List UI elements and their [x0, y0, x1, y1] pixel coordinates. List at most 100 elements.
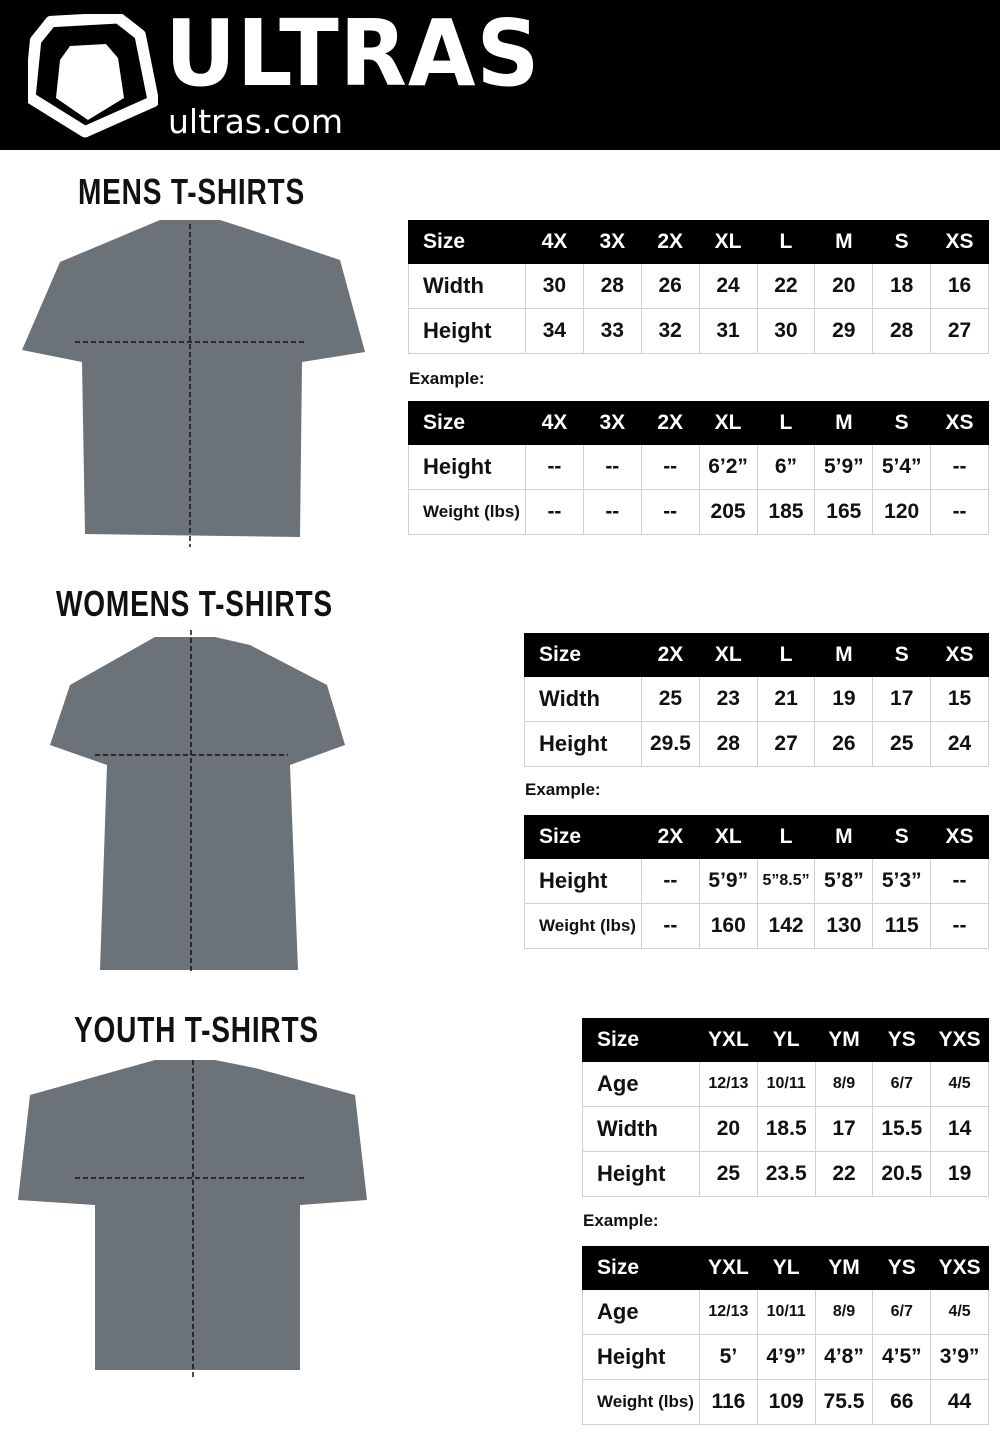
table-row: Weight (lbs) -- 160 142 130 115 -- [524, 903, 989, 949]
value-cell: 8/9 [814, 1289, 874, 1335]
value-cell: 29 [814, 308, 874, 354]
value-cell: 5’ [699, 1334, 758, 1380]
value-cell: -- [640, 444, 700, 490]
size-header-cell: S [872, 633, 932, 677]
size-header-cell: 4X [525, 220, 584, 264]
size-header-cell: YS [872, 1018, 932, 1062]
size-header-cell: M [814, 401, 874, 445]
size-label: Size [582, 1246, 700, 1290]
value-cell: 66 [872, 1379, 932, 1425]
value-cell: 109 [756, 1379, 816, 1425]
value-cell: 115 [872, 903, 932, 949]
row-label: Weight (lbs) [524, 903, 642, 949]
value-cell: 4’9” [756, 1334, 816, 1380]
value-cell: 17 [872, 676, 932, 722]
table-row: Age 12/13 10/11 8/9 6/7 4/5 [582, 1061, 989, 1107]
value-cell: 10/11 [756, 1289, 816, 1335]
value-cell: -- [525, 444, 584, 490]
size-header-cell: YXS [930, 1018, 989, 1062]
size-header-cell: YS [872, 1246, 932, 1290]
row-label: Width [524, 676, 642, 722]
size-header-cell: XL [698, 401, 758, 445]
value-cell: -- [640, 489, 700, 535]
value-cell: 44 [930, 1379, 989, 1425]
row-label: Height [582, 1334, 700, 1380]
size-header-cell: 3X [582, 401, 642, 445]
table-header-row: Size YXL YL YM YS YXS [582, 1018, 989, 1062]
brand-header: ULTRAS ultras.com [0, 0, 1000, 150]
value-cell: 16 [930, 263, 989, 309]
youth-shirt-image [18, 1060, 367, 1378]
value-cell: 30 [756, 308, 816, 354]
value-cell: 4/5 [930, 1289, 989, 1335]
size-header-cell: 3X [582, 220, 642, 264]
size-header-cell: 2X [640, 401, 700, 445]
table-header-row: Size YXL YL YM YS YXS [582, 1246, 989, 1290]
table-row: Height -- 5’9” 5”8.5” 5’8” 5’3” -- [524, 858, 989, 904]
value-cell: 4’5” [872, 1334, 932, 1380]
value-cell: 3’9” [930, 1334, 989, 1380]
value-cell: 160 [698, 903, 758, 949]
value-cell: 185 [756, 489, 816, 535]
value-cell: -- [582, 489, 642, 535]
row-label: Height [524, 858, 642, 904]
row-label: Width [408, 263, 526, 309]
value-cell: -- [930, 489, 989, 535]
size-header-cell: YL [756, 1018, 816, 1062]
table-header-row: Size 2X XL L M S XS [524, 815, 989, 859]
value-cell: 120 [872, 489, 932, 535]
value-cell: 12/13 [699, 1061, 758, 1107]
size-header-cell: 2X [641, 633, 700, 677]
value-cell: 15.5 [872, 1106, 932, 1152]
value-cell: 10/11 [756, 1061, 816, 1107]
value-cell: 29.5 [641, 721, 700, 767]
value-cell: -- [641, 858, 700, 904]
mens-measurement-table: Size 4X 3X 2X XL L M S XS Width 30 28 26 24 22 20 18 16 He… [408, 220, 989, 354]
size-header-cell: 2X [640, 220, 700, 264]
size-label: Size [524, 815, 642, 859]
size-header-cell: YL [756, 1246, 816, 1290]
size-header-cell: YM [814, 1018, 874, 1062]
value-cell: -- [930, 903, 989, 949]
value-cell: 15 [930, 676, 989, 722]
size-header-cell: XS [930, 401, 989, 445]
value-cell: 6/7 [872, 1289, 932, 1335]
table-header-row: Size 2X XL L M S XS [524, 633, 989, 677]
brand-domain: ultras.com [168, 102, 343, 141]
mens-title: MENS T-SHIRTS [78, 171, 305, 212]
value-cell: 27 [930, 308, 989, 354]
value-cell: 25 [872, 721, 932, 767]
value-cell: 75.5 [814, 1379, 874, 1425]
size-header-cell: XS [930, 220, 989, 264]
value-cell: 31 [698, 308, 758, 354]
value-cell: 20 [699, 1106, 758, 1152]
value-cell: 19 [930, 1151, 989, 1197]
womens-example-label: Example: [525, 780, 601, 799]
youth-example-label: Example: [583, 1211, 659, 1230]
size-header-cell: M [814, 220, 874, 264]
value-cell: 5’3” [872, 858, 932, 904]
value-cell: 6/7 [872, 1061, 932, 1107]
value-cell: 205 [698, 489, 758, 535]
value-cell: 24 [930, 721, 989, 767]
value-cell: 18.5 [756, 1106, 816, 1152]
value-cell: 25 [641, 676, 700, 722]
size-header-cell: XL [698, 815, 758, 859]
row-label: Height [408, 444, 526, 490]
size-header-cell: YM [814, 1246, 874, 1290]
ultras-shield-logo [28, 14, 158, 138]
row-label: Weight (lbs) [408, 489, 526, 535]
row-label: Age [582, 1289, 700, 1335]
table-row: Height 29.5 28 27 26 25 24 [524, 721, 989, 767]
value-cell: 5’8” [814, 858, 874, 904]
size-header-cell: L [756, 401, 816, 445]
size-header-cell: S [872, 220, 932, 264]
value-cell: -- [525, 489, 584, 535]
value-cell: 30 [525, 263, 584, 309]
value-cell: -- [582, 444, 642, 490]
table-row: Weight (lbs) 116 109 75.5 66 44 [582, 1379, 989, 1425]
mens-example-table: Size 4X 3X 2X XL L M S XS Height -- -- -- 6’2” 6” 5’9” 5… [408, 401, 989, 535]
size-header-cell: S [872, 815, 932, 859]
value-cell: 23 [698, 676, 758, 722]
value-cell: 4’8” [814, 1334, 874, 1380]
